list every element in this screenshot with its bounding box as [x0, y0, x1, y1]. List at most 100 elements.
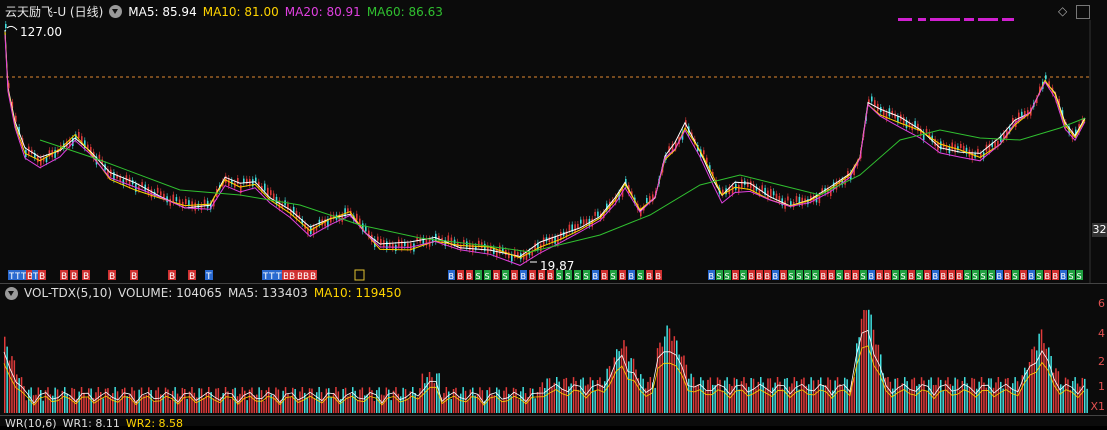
volume-indicator-name[interactable]: VOL-TDX(5,10): [24, 286, 113, 300]
volume-bar: [121, 389, 124, 413]
volume-bar: [1062, 385, 1064, 413]
volume-dropdown-icon[interactable]: [5, 286, 18, 300]
volume-bar: [937, 377, 940, 413]
signal-marker-label: S: [1077, 272, 1082, 281]
signal-marker: [475, 270, 482, 280]
volume-bar: [592, 380, 594, 413]
signal-box-marker: [354, 269, 365, 281]
volume-bar: [671, 340, 673, 413]
volume-bar: [551, 387, 553, 413]
volume-bar: [599, 377, 601, 413]
signal-marker-label: S: [584, 272, 589, 281]
signal-marker-label: B: [131, 272, 137, 282]
ma60-value: MA60: 86.63: [366, 4, 443, 19]
volume-bar: [448, 391, 450, 413]
signal-marker-label: B: [109, 272, 115, 282]
volume-bar: [772, 387, 774, 413]
volume-bar: [76, 398, 78, 413]
signal-marker: [788, 270, 795, 280]
volume-bar: [803, 377, 805, 413]
high-price-label: 127.00: [20, 25, 62, 39]
volume-bar: [911, 379, 913, 413]
volume-bar: [527, 397, 529, 413]
volume-bar: [433, 383, 436, 413]
signal-marker: [812, 270, 819, 280]
signal-marker: [592, 270, 599, 280]
signal-marker: [836, 270, 843, 280]
signal-marker-label: S: [503, 272, 508, 281]
volume-bar: [220, 397, 222, 413]
volume-bar: [88, 388, 90, 413]
volume-bar: [1050, 356, 1052, 413]
volume-bar: [1043, 343, 1045, 413]
signal-marker-label: B: [765, 272, 771, 281]
candlestick-chart[interactable]: [0, 0, 1107, 285]
volume-bar: [755, 388, 757, 413]
volume-bar: [488, 387, 491, 413]
volume-bar: [35, 394, 37, 413]
volume-bar: [702, 380, 704, 413]
volume-bar: [1048, 347, 1050, 413]
volume-bar: [568, 386, 570, 413]
volume-bar: [604, 381, 606, 413]
signal-marker-label: B: [1053, 272, 1059, 281]
volume-bar: [124, 387, 126, 413]
volume-bar: [515, 389, 517, 413]
signal-marker-label: B: [853, 272, 859, 281]
signal-marker-label: B: [1061, 272, 1067, 281]
volume-bar: [361, 387, 364, 413]
volume-bar: [820, 377, 822, 413]
volume-bar: [978, 381, 980, 413]
volume-bar: [356, 400, 359, 413]
volume-bar: [865, 310, 868, 413]
volume-bar: [863, 310, 865, 413]
volume-bar: [318, 387, 320, 413]
volume-bar: [611, 371, 613, 413]
volume-bar: [174, 387, 176, 413]
volume-bar: [1084, 378, 1086, 413]
maximize-icon[interactable]: [1076, 5, 1090, 19]
volume-bar: [1040, 329, 1043, 413]
volume-bar: [575, 380, 577, 413]
signal-marker-label: S: [566, 272, 571, 281]
signal-marker: [1020, 270, 1027, 280]
volume-bar: [791, 383, 793, 413]
ma20-value: MA20: 80.91: [284, 4, 361, 19]
volume-bar: [1021, 375, 1024, 413]
volume-bar: [529, 388, 532, 413]
volume-bar: [397, 393, 400, 413]
signal-marker: [724, 270, 731, 280]
indicator-dropdown-icon[interactable]: [109, 5, 123, 18]
volume-bar: [436, 373, 438, 413]
volume-bar: [467, 399, 469, 413]
signal-marker: [852, 270, 859, 280]
volume-bar: [328, 388, 330, 413]
volume-bar: [186, 398, 188, 413]
volume-bar: [229, 399, 232, 413]
wr-indicator-name[interactable]: WR(10,6): [5, 416, 57, 430]
signal-marker: [309, 270, 317, 280]
volume-bar: [944, 380, 947, 413]
volume-bar: [83, 392, 85, 413]
volume-bar: [376, 390, 378, 413]
stock-title[interactable]: 云天励飞-U (日线): [5, 5, 104, 19]
volume-bar: [1079, 386, 1081, 413]
volume-bar: [899, 386, 901, 413]
signal-marker: [844, 270, 851, 280]
volume-bar: [1012, 383, 1014, 413]
volume-bar: [236, 396, 239, 413]
volume-bar: [188, 391, 191, 413]
volume-bar: [968, 386, 971, 413]
volume-bar: [546, 378, 548, 413]
volume-bar: [596, 380, 599, 413]
diamond-icon[interactable]: ◇: [1058, 4, 1068, 18]
signal-marker: [884, 270, 891, 280]
signal-marker-label: B: [1029, 272, 1035, 281]
volume-bar: [13, 360, 16, 413]
volume-bar: [289, 396, 292, 413]
volume-unit-label: X1: [1090, 400, 1105, 413]
signal-marker-label: S: [989, 272, 994, 281]
signal-marker: [828, 270, 835, 280]
volume-bar: [556, 377, 558, 413]
